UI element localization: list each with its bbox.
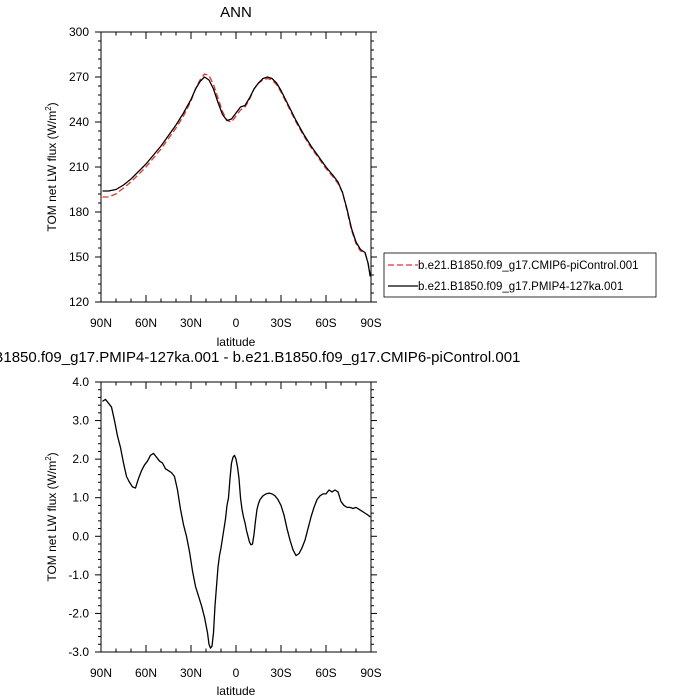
top-chart-panel: ANN 90N 60N 30N 0 30S 60S 90S 120 150 180 210 240 2… [44,4,657,349]
bottom-chart-y-axis: -3.0 -2.0 -1.0 0.0 1.0 2.0 3.0 4.0 [68,375,377,659]
top-chart-x-tick-label: 30S [270,316,291,330]
bottom-chart-x-tick-label: 90S [360,666,381,680]
top-chart-y-axis-title-tail: ) [45,102,59,106]
bottom-chart-y-tick-label: 2.0 [72,452,89,466]
bottom-chart-y-tick-label: 0.0 [72,529,89,543]
top-chart-x-axis: 90N 60N 30N 0 30S 60S 90S [90,32,382,330]
legend-entry-127ka: b.e21.B1850.f09_g17.PMIP4-127ka.001 [388,281,623,293]
bottom-chart-x-tick-label: 30S [270,666,291,680]
bottom-chart-y-axis-title-tail: ) [45,452,59,456]
top-chart-x-tick-label: 0 [233,316,240,330]
legend-box [383,252,657,298]
bottom-chart-plot-frame [100,381,372,653]
top-chart-series-line-2 [102,76,371,277]
bottom-chart-x-tick-label: 60S [315,666,336,680]
bottom-chart-x-tick-label: 30N [180,666,202,680]
bottom-chart-x-tick-label: 60N [135,666,157,680]
top-chart-y-tick-label: 300 [69,25,89,39]
top-chart-y-tick-label: 210 [69,160,89,174]
bottom-chart-x-tick-label: 90N [90,666,112,680]
legend-entry-picontrol: b.e21.B1850.f09_g17.CMIP6-piControl.001 [388,260,639,272]
top-chart-title: ANN [220,4,252,21]
top-chart-x-tick-label: 90S [360,316,381,330]
top-chart-y-tick-label: 180 [69,205,89,219]
top-chart-x-tick-label: 30N [180,316,202,330]
bottom-chart-title: b.e21.B1850.f09_g17.PMIP4-127ka.001 - b.… [0,349,520,366]
top-chart-y-axis: 120 150 180 210 240 270 300 [69,25,377,309]
bottom-chart-x-axis: 90N 60N 30N 0 30S 60S 90S [90,382,382,680]
bottom-chart-y-tick-label: 4.0 [72,375,89,389]
top-chart-y-axis-title-main: TOM net LW flux (W/m [45,111,59,232]
bottom-chart-y-tick-label: -3.0 [68,645,89,659]
top-chart-x-tick-label: 60N [135,316,157,330]
bottom-chart-y-tick-label: -1.0 [68,568,89,582]
top-chart-y-tick-label: 150 [69,250,89,264]
bottom-chart-x-tick-label: 0 [233,666,240,680]
bottom-chart-series-line-1 [102,398,371,649]
top-chart-y-axis-title-sup: 2 [44,106,53,111]
top-chart-x-tick-label: 90N [90,316,112,330]
bottom-chart-x-axis-title: latitude [217,684,256,698]
bottom-chart-y-tick-label: 3.0 [72,414,89,428]
top-chart-y-tick-label: 270 [69,70,89,84]
bottom-chart-y-tick-label: 1.0 [72,491,89,505]
top-chart-y-axis-title: TOM net LW flux (W/m2) [44,102,59,231]
bottom-chart-y-axis-title-sup: 2 [44,456,53,461]
bottom-chart-panel: b.e21.B1850.f09_g17.PMIP4-127ka.001 - b.… [0,349,520,698]
bottom-chart-series-layer [102,398,371,649]
bottom-chart-y-axis-title-main: TOM net LW flux (W/m [45,461,59,582]
top-chart-plot-frame [100,31,372,303]
legend-label-127ka: b.e21.B1850.f09_g17.PMIP4-127ka.001 [418,281,623,293]
top-chart-x-tick-label: 60S [315,316,336,330]
top-chart-y-tick-label: 240 [69,115,89,129]
bottom-chart-y-axis-title: TOM net LW flux (W/m2) [44,452,59,581]
top-chart-x-axis-title: latitude [217,335,256,349]
bottom-chart-y-tick-label: -2.0 [68,606,89,620]
top-chart-series-layer [102,73,371,277]
top-chart-y-tick-label: 120 [69,295,89,309]
top-chart-series-line-1 [102,73,371,276]
legend: b.e21.B1850.f09_g17.CMIP6-piControl.001 … [383,252,657,298]
legend-label-picontrol: b.e21.B1850.f09_g17.CMIP6-piControl.001 [418,260,639,272]
